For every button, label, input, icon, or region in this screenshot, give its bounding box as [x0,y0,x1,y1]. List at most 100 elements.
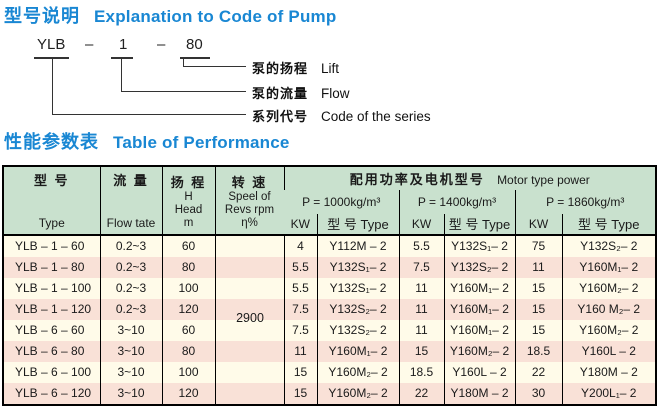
label-flow-en: Flow [321,86,350,101]
density-header-1400: P = 1400kg/m³ [398,190,515,214]
kw-1400-cell: 11 [398,299,444,320]
code-dash2: – [157,36,166,53]
head-cell: 60 [161,235,215,257]
speed-cell [214,320,284,341]
col-header-type-en: Type [38,216,65,230]
head-cell: 100 [161,278,215,299]
code-lift: 80 [186,36,203,53]
speed-cell [214,341,284,362]
section1-title: 型号说明 Explanation to Code of Pump [4,2,336,28]
kw-header-1: KW [284,213,317,237]
label-flow-zh: 泵的流量 [252,86,309,101]
head-cell: 100 [161,362,215,383]
kw-1000-cell: 4 [283,235,317,257]
motor-type-1860-cell: Y132S₂– 2 [561,235,656,257]
col-header-speed-l3: η% [241,216,258,229]
speed-cell [214,257,284,278]
motor-type-1860-cell: Y160M₁– 2 [561,257,656,278]
col-header-type: 型 号 Type [3,166,100,236]
connector-flow-h [121,91,246,92]
pump-model-cell: YLB – 6 – 100 [15,365,92,379]
kw-1860-cell: 15 [514,320,562,341]
label-lift: 泵的扬程 Lift [252,58,339,78]
kw-1860-cell: 22 [514,362,562,383]
section2-title-zh: 性能参数表 [4,132,99,152]
kw-1400-cell: 5.5 [398,235,444,257]
kw-1860-cell: 15 [514,299,562,320]
connector-series-v [52,57,53,115]
motor-type-1000-cell: Y132S₁– 2 [316,257,399,278]
speed-cell [214,362,284,383]
head-cell: 120 [161,299,215,320]
kw-1860-cell: 11 [514,257,562,278]
col-header-speed-l2: Revs rpm [224,203,275,216]
col-header-flow: 流 量 Flow tate [99,166,162,236]
kw-1000-cell: 15 [283,383,317,405]
kw-1860-cell: 18.5 [514,341,562,362]
motor-group-header-en: Motor type power [497,173,590,188]
kw-header-2: KW [398,213,444,237]
motor-type-1400-cell: Y160M₂– 2 [443,341,515,362]
connector-lift-v [183,57,184,67]
col-header-speed-zh: 转 速 [231,174,268,190]
motor-type-1000-cell: Y132S₂– 2 [316,320,399,341]
underline-flow [111,57,133,59]
motor-type-1400-cell: Y160M₁– 2 [443,278,515,299]
label-lift-zh: 泵的扬程 [252,61,309,76]
table-row: YLB – 1 – 120 0.2~3 120 7.5 Y132S₂– 2 11… [3,299,656,320]
col-header-flow-zh: 流 量 [113,173,149,188]
kw-1860-cell: 15 [514,278,562,299]
motor-type-1860-cell: Y180M – 2 [561,362,656,383]
connector-series-h [52,114,246,115]
motor-type-1400-cell: Y160L – 2 [443,362,515,383]
table-row: YLB – 6 – 60 3~10 60 7.5 Y132S₂– 2 11 Y1… [3,320,656,341]
label-lift-en: Lift [321,61,340,76]
motor-type-1000-cell: Y132S₂– 2 [316,299,399,320]
motor-type-1860-cell: Y160M₂– 2 [561,278,656,299]
kw-1400-cell: 11 [398,320,444,341]
kw-1000-cell: 5.5 [283,257,317,278]
table-row: YLB – 1 – 60 0.2~3 60 4 Y112M – 2 5.5 Y1… [3,235,656,257]
density-header-1000: P = 1000kg/m³ [284,190,399,214]
density-header-1860: P = 1860kg/m³ [514,190,656,214]
motor-type-1000-cell: Y112M – 2 [316,235,399,257]
underline-lift [180,57,210,59]
table-row: YLB – 6 – 100 3~10 100 15 Y160M₂– 2 18.5… [3,362,656,383]
flow-rate-cell: 3~10 [99,383,162,405]
pump-model-cell: YLB – 6 – 120 [15,386,92,400]
col-header-head-unit: m [183,216,194,229]
code-dash1: – [85,36,94,53]
table-row: YLB – 6 – 80 3~10 80 11 Y160M₁– 2 15 Y16… [3,341,656,362]
section2-title-en: Table of Performance [113,133,290,152]
section1-title-zh: 型号说明 [4,6,80,26]
col-header-flow-en: Flow tate [106,216,156,230]
kw-header-3: KW [514,213,562,237]
kw-1400-cell: 15 [398,341,444,362]
kw-1400-cell: 11 [398,278,444,299]
kw-1860-cell: 30 [514,383,562,405]
type-header-3: 型 号 Type [561,213,656,237]
motor-type-1400-cell: Y160M₁– 2 [443,299,515,320]
pump-model-cell: YLB – 1 – 60 [15,239,85,253]
speed-cell [214,235,284,257]
label-series-zh: 系列代号 [252,109,309,124]
head-cell: 80 [161,341,215,362]
col-header-type-zh: 型 号 [33,173,70,188]
kw-1400-cell: 18.5 [398,362,444,383]
head-cell: 60 [161,320,215,341]
code-series: YLB [37,36,66,53]
col-header-speed: 转 速 Speel of Revs rpm η% [214,166,284,236]
motor-type-1000-cell: Y160M₂– 2 [316,383,399,405]
kw-1400-cell: 22 [398,383,444,405]
motor-type-1860-cell: Y160M₂– 2 [561,320,656,341]
motor-type-1400-cell: Y160M₁– 2 [443,320,515,341]
pump-code-diagram: YLB – 1 – 80 泵的扬程 Lift 泵的流量 Flow 系列代号 Code … [0,30,659,130]
motor-type-1860-cell: Y160 M₂– 2 [561,299,656,320]
col-header-head: 扬 程 H Head m [161,166,215,236]
motor-group-header: 配用功率及电机型号 Motor type power [283,166,656,191]
flow-rate-cell: 3~10 [99,362,162,383]
pump-model-cell: YLB – 6 – 60 [15,323,85,337]
connector-lift-h [183,66,246,67]
flow-rate-cell: 3~10 [99,320,162,341]
col-header-head-h: H [184,190,193,203]
